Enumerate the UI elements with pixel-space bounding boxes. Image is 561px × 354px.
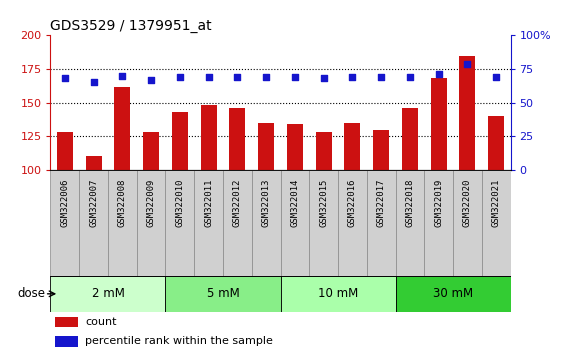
- Point: [261, 74, 270, 80]
- Text: GSM322008: GSM322008: [118, 178, 127, 227]
- Bar: [57, 132, 73, 170]
- Point: [233, 74, 242, 80]
- Bar: [338, 170, 367, 276]
- Point: [434, 72, 443, 77]
- Text: GSM322016: GSM322016: [348, 178, 357, 227]
- Bar: [258, 123, 274, 170]
- Bar: [287, 124, 303, 170]
- Bar: [309, 170, 338, 276]
- Bar: [55, 336, 78, 347]
- Bar: [229, 108, 245, 170]
- Bar: [50, 170, 79, 276]
- Point: [146, 77, 155, 82]
- Bar: [431, 79, 447, 170]
- Bar: [482, 170, 511, 276]
- Text: 2 mM: 2 mM: [91, 287, 125, 300]
- Text: 10 mM: 10 mM: [318, 287, 358, 300]
- Bar: [367, 170, 396, 276]
- Text: GSM322021: GSM322021: [491, 178, 500, 227]
- Bar: [453, 170, 482, 276]
- Point: [406, 74, 415, 80]
- Point: [61, 76, 70, 81]
- Text: GSM322013: GSM322013: [261, 178, 270, 227]
- Bar: [488, 116, 504, 170]
- Bar: [280, 276, 396, 312]
- Text: GSM322017: GSM322017: [376, 178, 385, 227]
- Point: [319, 76, 328, 81]
- Bar: [114, 86, 130, 170]
- Point: [463, 61, 472, 67]
- Text: 30 mM: 30 mM: [433, 287, 473, 300]
- Bar: [373, 130, 389, 170]
- Bar: [137, 170, 165, 276]
- Text: GDS3529 / 1379951_at: GDS3529 / 1379951_at: [50, 19, 212, 33]
- Text: GSM322019: GSM322019: [434, 178, 443, 227]
- Bar: [402, 108, 418, 170]
- Text: GSM322012: GSM322012: [233, 178, 242, 227]
- Point: [89, 80, 98, 85]
- Bar: [424, 170, 453, 276]
- Bar: [344, 123, 360, 170]
- Point: [204, 74, 213, 80]
- Bar: [194, 170, 223, 276]
- Bar: [252, 170, 280, 276]
- Text: GSM322014: GSM322014: [291, 178, 300, 227]
- Bar: [165, 170, 194, 276]
- Bar: [280, 170, 309, 276]
- Text: percentile rank within the sample: percentile rank within the sample: [85, 336, 273, 346]
- Text: GSM322010: GSM322010: [176, 178, 185, 227]
- Point: [291, 74, 300, 80]
- Point: [176, 74, 185, 80]
- Point: [348, 74, 357, 80]
- Point: [491, 74, 500, 80]
- Bar: [55, 317, 78, 327]
- Text: GSM322018: GSM322018: [406, 178, 415, 227]
- Text: GSM322020: GSM322020: [463, 178, 472, 227]
- Bar: [172, 112, 188, 170]
- Text: 5 mM: 5 mM: [206, 287, 240, 300]
- Bar: [396, 170, 424, 276]
- Bar: [79, 170, 108, 276]
- Bar: [143, 132, 159, 170]
- Bar: [396, 276, 511, 312]
- Bar: [316, 132, 332, 170]
- Bar: [459, 56, 475, 170]
- Text: GSM322009: GSM322009: [146, 178, 155, 227]
- Text: GSM322015: GSM322015: [319, 178, 328, 227]
- Bar: [108, 170, 137, 276]
- Text: dose: dose: [17, 287, 45, 300]
- Bar: [165, 276, 280, 312]
- Text: GSM322007: GSM322007: [89, 178, 98, 227]
- Bar: [201, 105, 217, 170]
- Text: GSM322006: GSM322006: [61, 178, 70, 227]
- Point: [376, 74, 385, 80]
- Text: count: count: [85, 317, 117, 327]
- Point: [118, 73, 127, 79]
- Bar: [50, 276, 165, 312]
- Bar: [223, 170, 252, 276]
- Bar: [86, 156, 102, 170]
- Text: GSM322011: GSM322011: [204, 178, 213, 227]
